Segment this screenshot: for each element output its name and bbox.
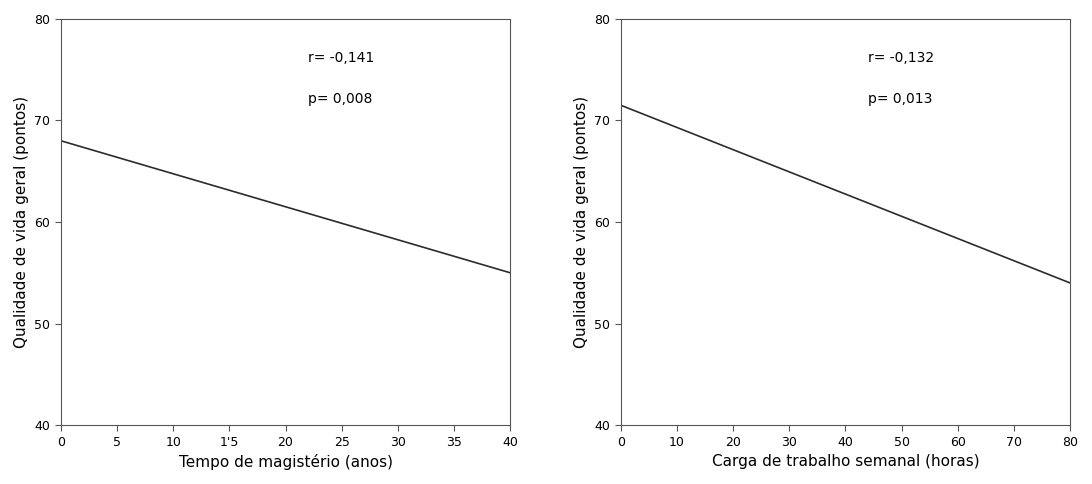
Text: p= 0,008: p= 0,008: [308, 92, 372, 106]
Text: p= 0,013: p= 0,013: [868, 92, 933, 106]
X-axis label: Tempo de magistério (anos): Tempo de magistério (anos): [179, 454, 392, 470]
Y-axis label: Qualidade de vida geral (pontos): Qualidade de vida geral (pontos): [14, 96, 28, 348]
X-axis label: Carga de trabalho semanal (horas): Carga de trabalho semanal (horas): [712, 454, 980, 469]
Text: r= -0,141: r= -0,141: [308, 51, 375, 65]
Text: r= -0,132: r= -0,132: [868, 51, 934, 65]
Y-axis label: Qualidade de vida geral (pontos): Qualidade de vida geral (pontos): [573, 96, 589, 348]
